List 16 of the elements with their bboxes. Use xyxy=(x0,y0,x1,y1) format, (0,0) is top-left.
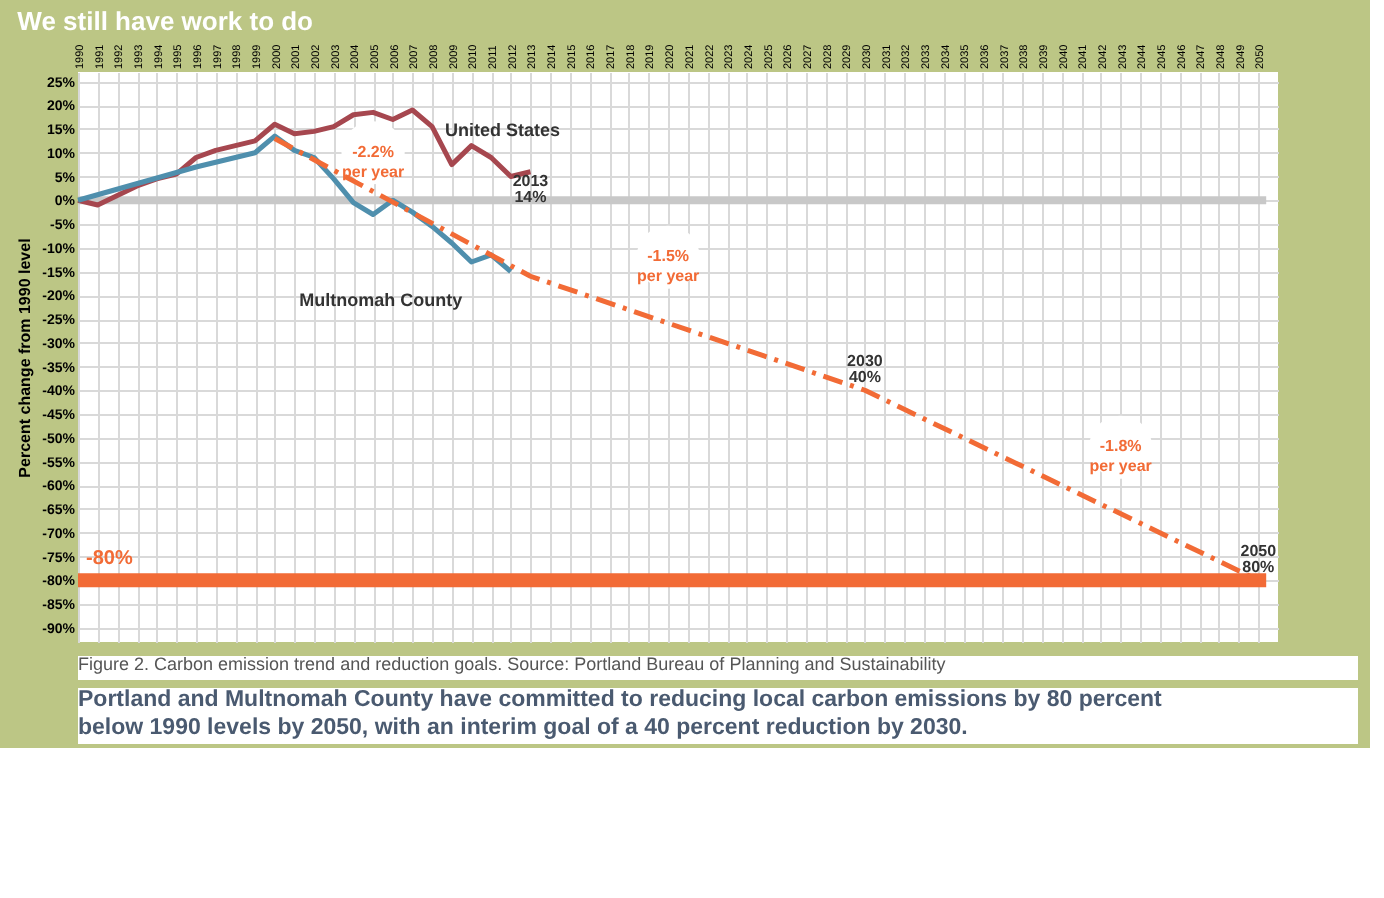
annotation: 2050 xyxy=(1240,542,1278,561)
annotation: -2.2% per year xyxy=(341,142,405,181)
text: Portland and Multnomah County have committed to reducing local carbon emissions by 80 percent below 1990 levels by 2050, with an interim goal of a 40 percent reduction by 2030. xyxy=(78,688,1163,740)
annotation: 80% xyxy=(1242,558,1275,577)
series-label: United States xyxy=(444,120,560,140)
y-axis-title: Percent change from 1990 level xyxy=(16,238,35,478)
annotation: -1.5% per year xyxy=(637,247,700,286)
annotation: -1.8% per year xyxy=(1089,437,1152,476)
series-label: Multnomah County xyxy=(299,289,463,310)
caption: Figure 2. Carbon emission trend and reduction goals. Source: Portland Bureau of Planning and Sustainability xyxy=(78,654,947,674)
annotation: 2030 xyxy=(847,352,884,371)
ref-line-label: -80% xyxy=(86,548,133,571)
annotation: 2013 xyxy=(512,171,550,190)
annotation: 40% xyxy=(848,368,881,387)
annotation: 14% xyxy=(514,187,547,206)
chart-title: We still have work to do xyxy=(17,5,314,36)
